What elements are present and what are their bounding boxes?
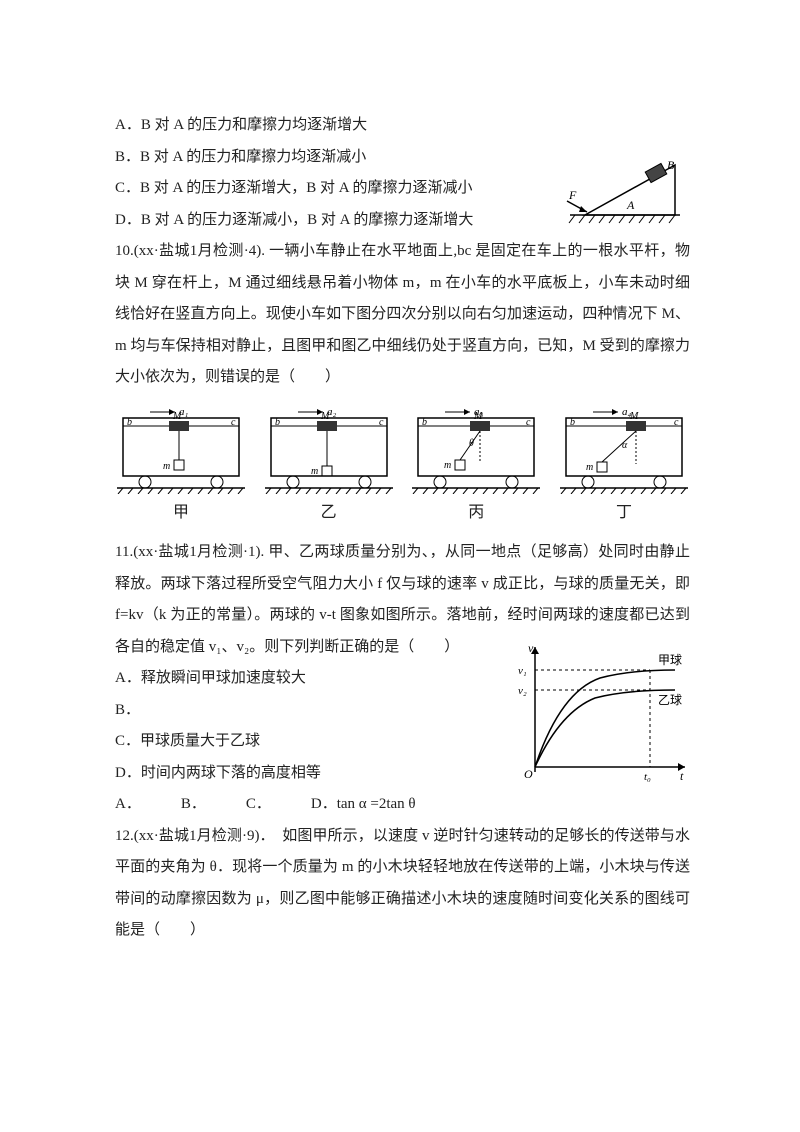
q11-option-a: A．释放瞬间甲球加速度较大 bbox=[115, 663, 500, 695]
svg-text:b: b bbox=[422, 417, 427, 428]
svg-text:甲球: 甲球 bbox=[658, 653, 682, 667]
q10-cart-jia: a₁ b c M m bbox=[115, 404, 247, 494]
q11-row-b: B． bbox=[181, 789, 206, 821]
svg-text:c: c bbox=[231, 417, 236, 428]
q10-cart-ding: a₄ b c M α m bbox=[558, 404, 690, 494]
q10-cart-bing: a₃ b c M θ m bbox=[410, 404, 542, 494]
svg-text:t₀: t₀ bbox=[644, 771, 651, 782]
q9-label-F: F bbox=[568, 188, 577, 202]
svg-text:θ: θ bbox=[469, 438, 474, 449]
q10-figure-row: a₁ b c M m a₂ b bbox=[115, 404, 690, 494]
q10-label-yi: 乙 bbox=[263, 496, 395, 530]
svg-text:v: v bbox=[528, 642, 534, 655]
q11-row-c: C． bbox=[246, 789, 271, 821]
q11-option-d: D．时间内两球下落的高度相等 bbox=[115, 758, 500, 790]
svg-text:c: c bbox=[379, 417, 384, 428]
svg-text:m: m bbox=[163, 461, 170, 472]
svg-text:b: b bbox=[275, 417, 280, 428]
svg-text:α: α bbox=[622, 440, 628, 451]
svg-text:m: m bbox=[586, 462, 593, 473]
svg-text:c: c bbox=[526, 417, 531, 428]
svg-text:c: c bbox=[674, 417, 679, 428]
q10-label-bing: 丙 bbox=[410, 496, 542, 530]
q11-option-b: B． bbox=[115, 695, 500, 727]
svg-text:b: b bbox=[127, 417, 132, 428]
q10-stem: 10.(xx·盐城1月检测·4). 一辆小车静止在水平地面上,bc 是固定在车上… bbox=[115, 236, 690, 394]
svg-text:M: M bbox=[172, 411, 182, 422]
q11-row-a: A． bbox=[115, 789, 141, 821]
q11-row-d: D．tan α =2tan θ bbox=[311, 789, 416, 821]
svg-text:M: M bbox=[320, 411, 330, 422]
q9-wedge-figure: F A B bbox=[565, 155, 685, 225]
q10-label-jia: 甲 bbox=[115, 496, 247, 530]
q9-option-b: B．B 对 A 的压力和摩擦力均逐渐减小 bbox=[115, 142, 560, 174]
q12-stem: 12.(xx·盐城1月检测·9)． 如图甲所示，以速度 v 逆时针匀速转动的足够… bbox=[115, 821, 690, 947]
svg-text:M: M bbox=[473, 411, 483, 422]
q9-label-A: A bbox=[626, 198, 635, 212]
q10-label-ding: 丁 bbox=[558, 496, 690, 530]
svg-text:v₁: v₁ bbox=[518, 665, 527, 677]
svg-text:b: b bbox=[570, 417, 575, 428]
q11-row-abcd: A． B． C． D．tan α =2tan θ bbox=[115, 789, 690, 821]
svg-text:v₂: v₂ bbox=[518, 685, 527, 697]
svg-text:O: O bbox=[524, 767, 533, 781]
svg-text:t: t bbox=[680, 769, 684, 782]
svg-text:m: m bbox=[311, 466, 318, 477]
q11-option-c: C．甲球质量大于乙球 bbox=[115, 726, 500, 758]
q9-option-c: C．B 对 A 的压力逐渐增大，B 对 A 的摩擦力逐渐减小 bbox=[115, 173, 560, 205]
q9-label-B: B bbox=[667, 158, 675, 172]
q10-cart-yi: a₂ b c M m bbox=[263, 404, 395, 494]
svg-text:M: M bbox=[629, 411, 639, 422]
svg-text:m: m bbox=[444, 460, 451, 471]
q11-vt-graph: v t O v₁ v₂ t₀ 甲球 乙球 bbox=[510, 642, 690, 782]
svg-text:乙球: 乙球 bbox=[658, 693, 682, 707]
q10-cart-labels: 甲 乙 丙 丁 bbox=[115, 496, 690, 530]
q9-option-a: A．B 对 A 的压力和摩擦力均逐渐增大 bbox=[115, 110, 690, 142]
